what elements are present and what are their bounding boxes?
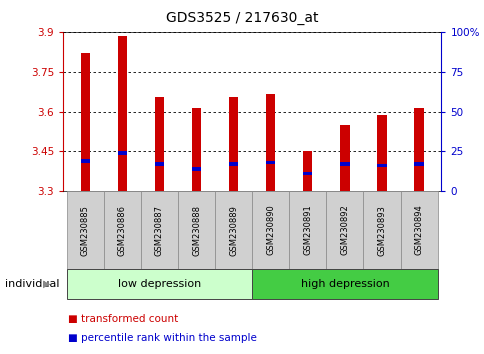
Text: GSM230887: GSM230887 — [155, 205, 164, 256]
Bar — [80, 53, 90, 191]
Bar — [192, 108, 201, 191]
Text: GSM230885: GSM230885 — [81, 205, 90, 256]
Text: GSM230892: GSM230892 — [340, 205, 348, 256]
Bar — [377, 164, 386, 167]
Bar — [302, 151, 312, 191]
Bar — [154, 97, 164, 191]
Bar — [266, 161, 275, 164]
Bar — [414, 108, 423, 191]
Text: ■ transformed count: ■ transformed count — [68, 314, 178, 324]
Bar — [228, 97, 238, 191]
FancyBboxPatch shape — [67, 191, 104, 269]
Bar — [80, 159, 90, 162]
Text: ■ percentile rank within the sample: ■ percentile rank within the sample — [68, 333, 256, 343]
Text: individual: individual — [5, 279, 59, 289]
FancyBboxPatch shape — [326, 191, 363, 269]
FancyBboxPatch shape — [288, 191, 326, 269]
Text: GSM230888: GSM230888 — [192, 205, 201, 256]
Bar — [340, 125, 349, 191]
Text: GDS3525 / 217630_at: GDS3525 / 217630_at — [166, 11, 318, 25]
Bar — [302, 172, 312, 175]
Text: GSM230889: GSM230889 — [228, 205, 238, 256]
Bar — [377, 115, 386, 191]
Bar — [414, 162, 423, 166]
FancyBboxPatch shape — [67, 269, 252, 299]
Text: GSM230886: GSM230886 — [118, 205, 127, 256]
Text: GSM230893: GSM230893 — [377, 205, 386, 256]
Text: ▶: ▶ — [44, 279, 51, 289]
Bar — [118, 151, 127, 155]
Bar — [154, 162, 164, 166]
Bar — [192, 167, 201, 171]
FancyBboxPatch shape — [215, 191, 252, 269]
Text: GSM230891: GSM230891 — [302, 205, 312, 256]
Text: GSM230894: GSM230894 — [414, 205, 423, 256]
Text: high depression: high depression — [300, 279, 389, 289]
Text: GSM230890: GSM230890 — [266, 205, 275, 256]
FancyBboxPatch shape — [141, 191, 178, 269]
FancyBboxPatch shape — [363, 191, 400, 269]
Bar — [228, 162, 238, 166]
FancyBboxPatch shape — [104, 191, 141, 269]
Bar — [266, 94, 275, 191]
FancyBboxPatch shape — [178, 191, 215, 269]
Bar — [118, 36, 127, 191]
FancyBboxPatch shape — [252, 269, 437, 299]
Bar — [340, 162, 349, 166]
FancyBboxPatch shape — [400, 191, 437, 269]
FancyBboxPatch shape — [252, 191, 288, 269]
Text: low depression: low depression — [118, 279, 201, 289]
